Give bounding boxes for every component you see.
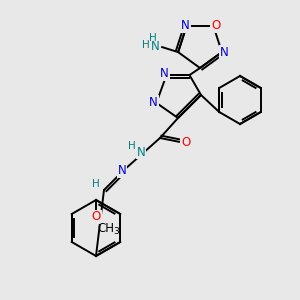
Text: CH: CH bbox=[98, 221, 115, 235]
Text: N: N bbox=[150, 40, 159, 52]
Text: H: H bbox=[142, 40, 150, 50]
Text: N: N bbox=[118, 164, 126, 178]
Text: O: O bbox=[92, 211, 100, 224]
Text: N: N bbox=[149, 96, 158, 110]
Text: H: H bbox=[92, 179, 100, 189]
Text: N: N bbox=[220, 46, 228, 59]
Text: 3: 3 bbox=[113, 227, 119, 236]
Text: H: H bbox=[128, 141, 136, 151]
Text: N: N bbox=[136, 146, 146, 158]
Text: N: N bbox=[181, 19, 190, 32]
Text: O: O bbox=[211, 19, 220, 32]
Text: H: H bbox=[149, 33, 157, 43]
Text: O: O bbox=[182, 136, 190, 148]
Text: N: N bbox=[160, 67, 169, 80]
